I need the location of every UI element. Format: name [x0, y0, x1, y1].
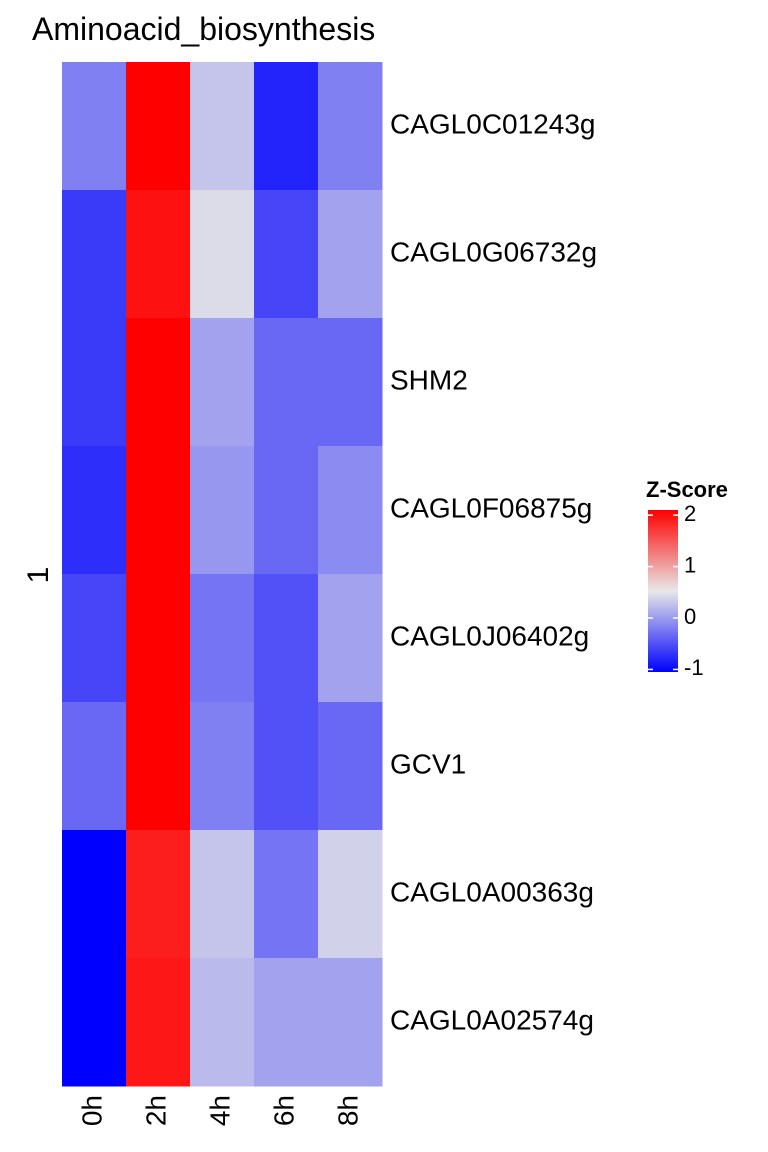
heatmap-cell-CAGL0C01243g-2h [126, 62, 191, 191]
heatmap-cell-CAGL0A00363g-6h [254, 830, 319, 959]
heatmap-cell-CAGL0A02574g-0h [62, 958, 127, 1087]
column-label: 8h [332, 1095, 363, 1126]
heatmap-cell-GCV1-4h [190, 702, 255, 831]
chart-title: Aminoacid_biosynthesis [32, 11, 375, 47]
heatmap-cell-CAGL0A00363g-4h [190, 830, 255, 959]
heatmap-cell-CAGL0G06732g-6h [254, 190, 319, 319]
heatmap-cell-CAGL0J06402g-4h [190, 574, 255, 703]
heatmap-cell-CAGL0C01243g-0h [62, 62, 127, 191]
heatmap-cell-SHM2-0h [62, 318, 127, 447]
heatmap-cell-GCV1-0h [62, 702, 127, 831]
row-label: GCV1 [390, 748, 466, 779]
legend-tick-label: 0 [684, 604, 696, 629]
heatmap-cell-CAGL0F06875g-0h [62, 446, 127, 575]
legend-tick-label: -1 [684, 655, 704, 680]
heatmap-cell-CAGL0A02574g-4h [190, 958, 255, 1087]
heatmap-cell-CAGL0A00363g-0h [62, 830, 127, 959]
legend-tick-label: 1 [684, 552, 696, 577]
heatmap-cells [62, 62, 383, 1087]
heatmap-cell-CAGL0F06875g-4h [190, 446, 255, 575]
column-label: 4h [204, 1095, 235, 1126]
heatmap-cell-CAGL0A02574g-6h [254, 958, 319, 1087]
heatmap-cell-CAGL0J06402g-0h [62, 574, 127, 703]
heatmap-cell-CAGL0A02574g-8h [318, 958, 383, 1087]
heatmap-cell-CAGL0G06732g-0h [62, 190, 127, 319]
heatmap-cell-SHM2-8h [318, 318, 383, 447]
heatmap-cell-CAGL0C01243g-4h [190, 62, 255, 191]
row-label: CAGL0G06732g [390, 236, 597, 267]
column-label: 0h [76, 1095, 107, 1126]
heatmap-cell-GCV1-6h [254, 702, 319, 831]
heatmap-cell-SHM2-6h [254, 318, 319, 447]
heatmap-cell-CAGL0C01243g-8h [318, 62, 383, 191]
row-label: CAGL0A00363g [390, 876, 594, 907]
row-label: CAGL0A02574g [390, 1004, 594, 1035]
legend-title: Z-Score [646, 477, 728, 502]
heatmap-cell-CAGL0C01243g-6h [254, 62, 319, 191]
heatmap-cell-CAGL0J06402g-6h [254, 574, 319, 703]
legend-ticks: 2 1 0 -1 [648, 501, 704, 680]
row-group-label: 1 [22, 567, 55, 584]
heatmap-cell-CAGL0F06875g-6h [254, 446, 319, 575]
legend-tick-label: 2 [684, 501, 696, 526]
heatmap-cell-CAGL0A00363g-8h [318, 830, 383, 959]
heatmap-cell-SHM2-2h [126, 318, 191, 447]
row-label: CAGL0J06402g [390, 620, 589, 651]
column-labels: 0h 2h 4h 6h 8h [76, 1095, 363, 1126]
heatmap-cell-CAGL0J06402g-8h [318, 574, 383, 703]
heatmap-cell-GCV1-2h [126, 702, 191, 831]
heatmap-cell-CAGL0F06875g-8h [318, 446, 383, 575]
row-label: CAGL0F06875g [390, 492, 592, 523]
column-label: 6h [268, 1095, 299, 1126]
row-label: CAGL0C01243g [390, 108, 595, 139]
heatmap-cell-CAGL0J06402g-2h [126, 574, 191, 703]
row-labels: CAGL0C01243g CAGL0G06732g SHM2 CAGL0F06875g… [390, 108, 597, 1035]
heatmap-cell-CAGL0A00363g-2h [126, 830, 191, 959]
heatmap-cell-CAGL0G06732g-4h [190, 190, 255, 319]
column-label: 2h [140, 1095, 171, 1126]
zscore-legend: Z-Score 2 1 0 -1 [646, 477, 728, 680]
legend-colorbar [648, 510, 678, 672]
heatmap-cell-CAGL0F06875g-2h [126, 446, 191, 575]
heatmap-cell-SHM2-4h [190, 318, 255, 447]
heatmap-cell-CAGL0A02574g-2h [126, 958, 191, 1087]
heatmap-cell-CAGL0G06732g-8h [318, 190, 383, 319]
heatmap-cell-GCV1-8h [318, 702, 383, 831]
row-label: SHM2 [390, 364, 468, 395]
heatmap-cell-CAGL0G06732g-2h [126, 190, 191, 319]
